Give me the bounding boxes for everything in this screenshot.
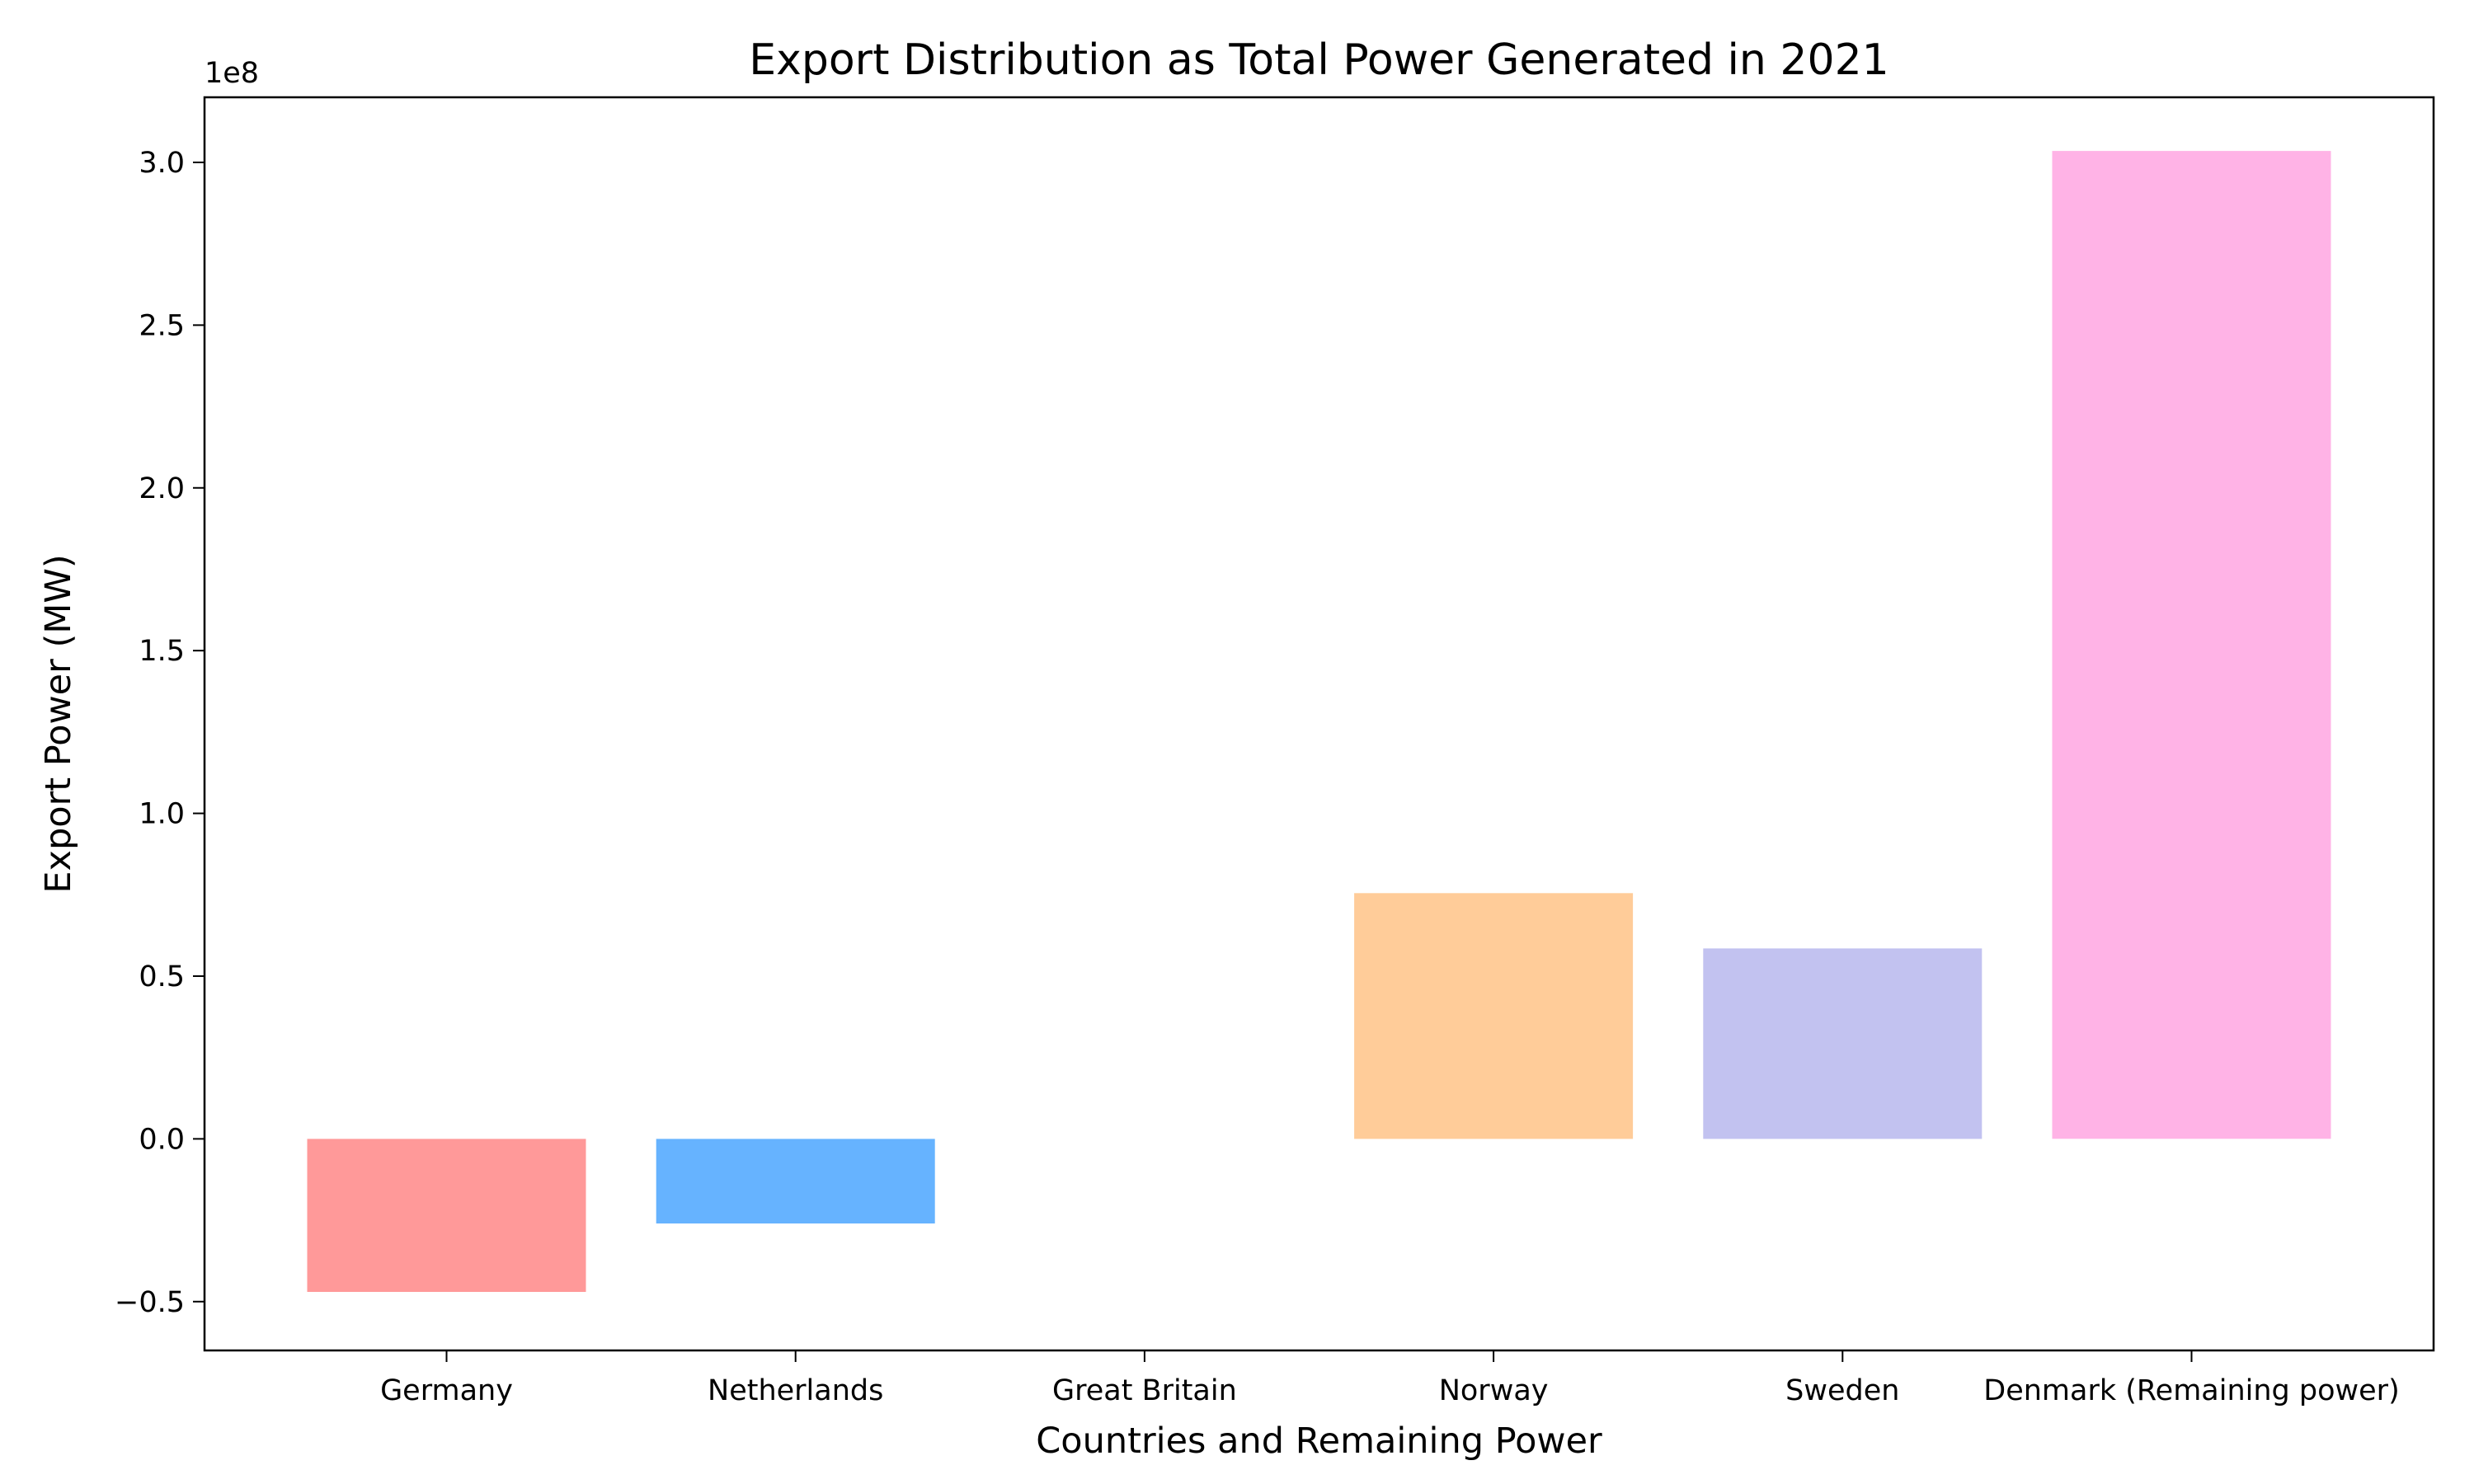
y-tick-label: 0.5 xyxy=(139,960,185,993)
bar-norway xyxy=(1354,893,1634,1139)
x-tick-label: Denmark (Remaining power) xyxy=(1983,1374,2399,1407)
x-tick-label: Norway xyxy=(1439,1374,1549,1407)
y-tick-label: −0.5 xyxy=(115,1286,185,1319)
y-tick-label: 0.0 xyxy=(139,1123,185,1156)
chart-title: Export Distribution as Total Power Gener… xyxy=(749,35,1889,85)
x-tick-label: Netherlands xyxy=(708,1374,883,1407)
y-tick-label: 2.5 xyxy=(139,309,185,342)
y-tick-label: 2.0 xyxy=(139,472,185,505)
y-axis-offset-label: 1e8 xyxy=(205,57,259,90)
y-tick-label: 1.0 xyxy=(139,798,185,831)
y-axis-label: Export Power (MW) xyxy=(38,554,79,893)
bar-germany xyxy=(307,1139,586,1292)
bar-sweden xyxy=(1703,948,1982,1139)
x-axis-label: Countries and Remaining Power xyxy=(1036,1421,1602,1462)
ticks-layer: Germany Netherlands Great Britain Norway Swe… xyxy=(115,147,2400,1407)
x-tick-label: Great Britain xyxy=(1052,1374,1237,1407)
bar-denmark-remaining-power xyxy=(2052,151,2331,1139)
x-tick-label: Sweden xyxy=(1785,1374,1899,1407)
y-tick-label: 1.5 xyxy=(139,635,185,668)
plot-frame xyxy=(203,96,2435,1352)
y-tick-label: 3.0 xyxy=(139,147,185,180)
x-tick-label: Germany xyxy=(380,1374,513,1407)
bars-layer xyxy=(307,151,2331,1292)
bar-netherlands xyxy=(656,1139,935,1223)
